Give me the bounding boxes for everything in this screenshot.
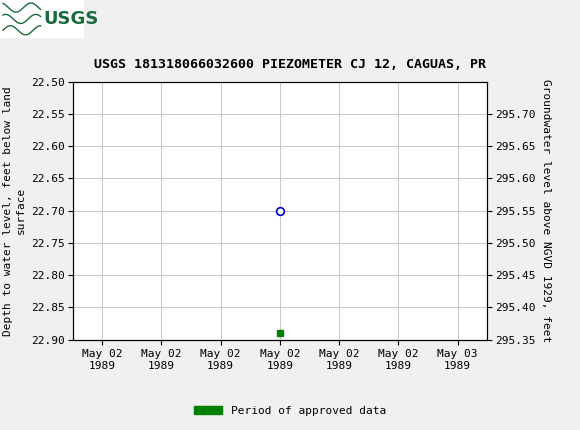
Text: USGS: USGS — [44, 10, 99, 28]
Text: USGS 181318066032600 PIEZOMETER CJ 12, CAGUAS, PR: USGS 181318066032600 PIEZOMETER CJ 12, C… — [94, 58, 486, 71]
Y-axis label: Depth to water level, feet below land
surface: Depth to water level, feet below land su… — [3, 86, 26, 335]
Legend: Period of approved data: Period of approved data — [190, 401, 390, 420]
Bar — [0, 0, 84, 38]
Y-axis label: Groundwater level above NGVD 1929, feet: Groundwater level above NGVD 1929, feet — [541, 79, 551, 342]
